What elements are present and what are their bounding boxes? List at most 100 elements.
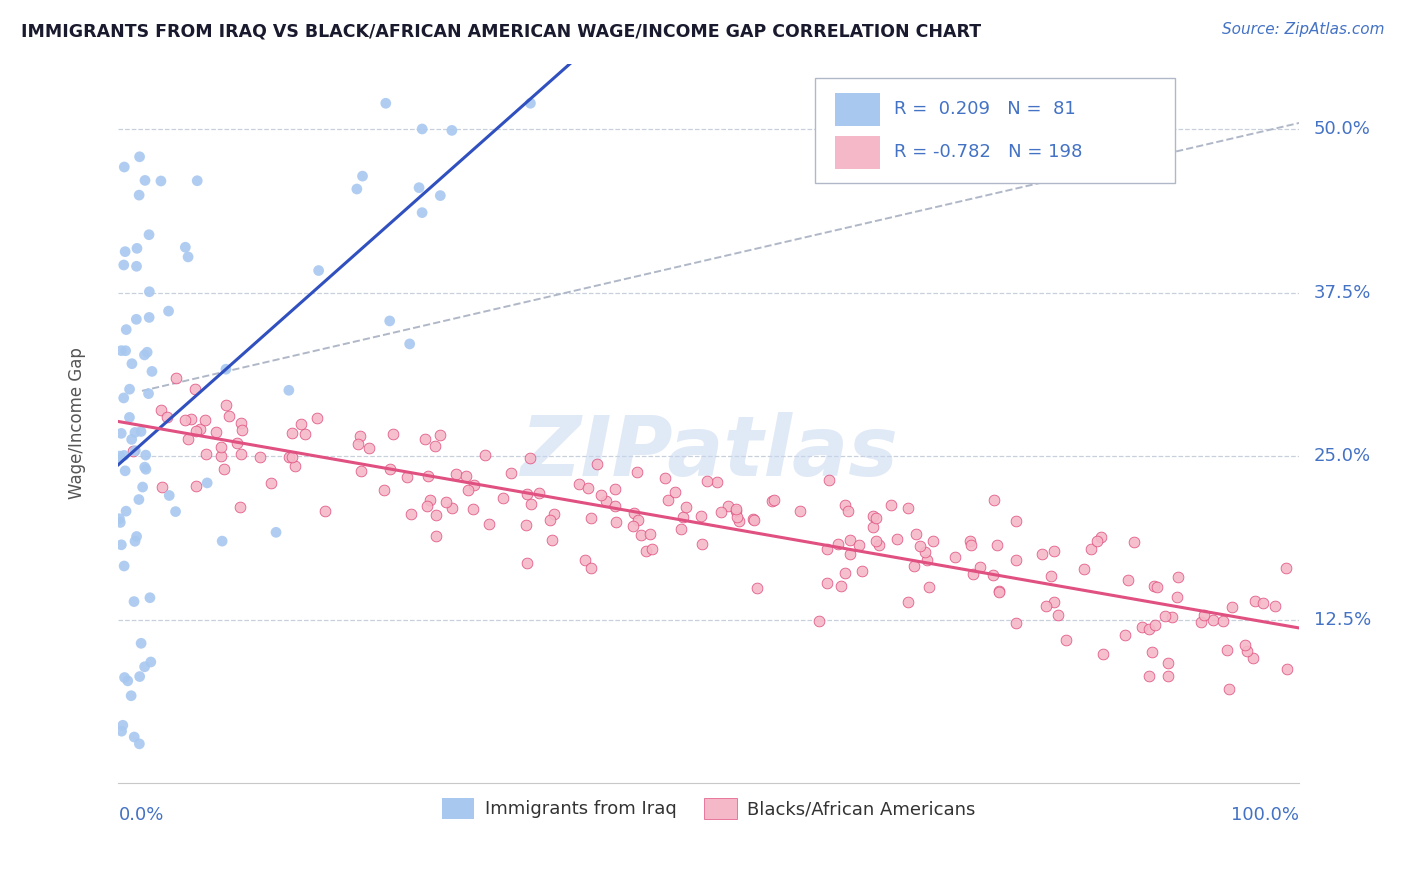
Point [134, 348, 156, 362]
Point [284, 458, 307, 473]
Point [401, 507, 423, 521]
Point [1031, 547, 1053, 561]
Point [762, 493, 785, 508]
Point [541, 533, 564, 548]
Point [134, 173, 156, 187]
Point [416, 469, 439, 483]
Point [118, 410, 141, 425]
Point [742, 513, 765, 527]
Point [124, 443, 146, 458]
Point [689, 509, 711, 524]
Point [1004, 615, 1026, 630]
Point [396, 470, 419, 484]
Text: R = -0.782   N = 198: R = -0.782 N = 198 [894, 144, 1083, 161]
Point [357, 441, 380, 455]
Point [419, 492, 441, 507]
Point [125, 529, 148, 543]
Point [177, 432, 200, 446]
Point [1189, 615, 1212, 629]
Point [347, 437, 370, 451]
Point [114, 343, 136, 358]
Point [1039, 568, 1062, 582]
Point [1244, 594, 1267, 608]
Point [1157, 656, 1180, 670]
Point [724, 504, 747, 518]
Point [1080, 541, 1102, 556]
Point [186, 174, 208, 188]
Point [574, 553, 596, 567]
Point [134, 660, 156, 674]
Point [586, 457, 609, 471]
Point [943, 549, 966, 564]
Point [211, 534, 233, 549]
Point [654, 471, 676, 485]
Point [128, 669, 150, 683]
Point [761, 494, 783, 508]
Point [520, 497, 543, 511]
Point [215, 398, 238, 412]
Point [128, 150, 150, 164]
Point [1085, 534, 1108, 549]
Point [128, 492, 150, 507]
Point [969, 559, 991, 574]
Point [1114, 628, 1136, 642]
Point [960, 538, 983, 552]
Point [114, 244, 136, 259]
Point [228, 500, 250, 514]
Point [205, 425, 228, 439]
Point [865, 510, 887, 524]
Point [112, 160, 135, 174]
Point [589, 488, 612, 502]
Text: 50.0%: 50.0% [1313, 120, 1371, 138]
Point [921, 533, 943, 548]
Point [174, 240, 197, 254]
FancyBboxPatch shape [835, 93, 880, 126]
Point [177, 250, 200, 264]
Point [605, 500, 627, 514]
Point [118, 382, 141, 396]
Point [1005, 514, 1028, 528]
Point [839, 547, 862, 561]
Point [281, 425, 304, 440]
Point [696, 474, 718, 488]
Point [789, 504, 811, 518]
Point [710, 504, 733, 518]
Point [1216, 643, 1239, 657]
Point [827, 536, 849, 550]
Point [983, 492, 1005, 507]
Text: ZIPatlas: ZIPatlas [520, 412, 898, 492]
Point [120, 689, 142, 703]
Point [623, 506, 645, 520]
Point [229, 417, 252, 431]
Point [138, 310, 160, 325]
Point [124, 534, 146, 549]
Point [425, 439, 447, 453]
Point [1035, 599, 1057, 613]
Point [1005, 553, 1028, 567]
Text: Source: ZipAtlas.com: Source: ZipAtlas.com [1222, 22, 1385, 37]
Point [373, 483, 395, 497]
Point [501, 466, 523, 480]
Point [897, 500, 920, 515]
Point [725, 510, 748, 524]
Point [440, 123, 463, 137]
Point [112, 449, 135, 463]
Point [425, 508, 447, 522]
Point [1253, 596, 1275, 610]
Point [141, 364, 163, 378]
Point [125, 312, 148, 326]
Point [415, 432, 437, 446]
Point [128, 188, 150, 202]
Point [579, 560, 602, 574]
Point [1137, 622, 1160, 636]
Point [209, 449, 232, 463]
Point [627, 513, 650, 527]
Point [1241, 651, 1264, 665]
Point [868, 538, 890, 552]
Point [917, 580, 939, 594]
Point [1132, 620, 1154, 634]
Text: IMMIGRANTS FROM IRAQ VS BLACK/AFRICAN AMERICAN WAGE/INCOME GAP CORRELATION CHART: IMMIGRANTS FROM IRAQ VS BLACK/AFRICAN AM… [21, 22, 981, 40]
Point [621, 519, 644, 533]
Point [112, 391, 135, 405]
Point [807, 614, 830, 628]
